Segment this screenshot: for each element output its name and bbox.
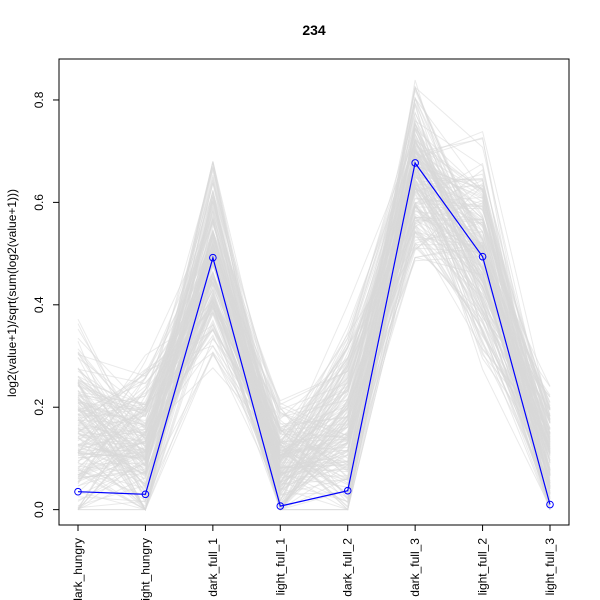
chart-title: 234 <box>302 22 326 38</box>
x-tick-label: dark_full_1 <box>206 538 220 597</box>
background-profile-line <box>77 163 551 496</box>
background-profile-line <box>77 234 551 475</box>
highlight-point <box>276 502 285 510</box>
x-tick-label: light_full_1 <box>273 538 287 596</box>
highlight-point <box>74 487 82 496</box>
y-tick-label: 0.2 <box>32 399 46 416</box>
y-tick-label: 0.4 <box>32 296 46 313</box>
background-profile-line <box>77 156 551 510</box>
background-profile-line <box>77 150 551 459</box>
x-tick-label: light_full_2 <box>476 538 490 596</box>
background-profile-line <box>77 229 551 472</box>
x-tick-label: dark_full_2 <box>341 538 355 597</box>
background-profile-line <box>77 160 551 510</box>
background-profile-line <box>77 120 551 495</box>
highlight-point <box>141 490 150 499</box>
highlight-series-group <box>74 159 554 510</box>
highlight-point <box>546 500 554 509</box>
background-profile-line <box>77 193 551 483</box>
background-profile-line <box>77 96 551 483</box>
background-profile-line <box>77 153 551 498</box>
axes-group: 0.0 0.2 0.4 0.6 0.8 dark_hungry light_hungry da… <box>32 58 570 600</box>
highlight-series-line <box>77 161 551 507</box>
background-profile-line <box>77 127 551 488</box>
background-profile-line <box>77 122 551 496</box>
background-profile-line <box>77 202 551 500</box>
x-tick-label: light_hungry <box>138 538 152 600</box>
y-tick-label: 0.6 <box>32 194 46 211</box>
x-tick-label: light_full_3 <box>543 538 557 596</box>
x-tick-label: dark_full_3 <box>408 538 422 597</box>
plot-frame <box>58 58 570 526</box>
background-profile-line <box>77 154 551 503</box>
highlight-point <box>209 253 217 262</box>
y-axis-label: log2(value+1)/sqrt(sum(log2(value+1))) <box>5 189 19 397</box>
background-profile-line <box>77 103 551 511</box>
background-profile-line <box>77 136 551 510</box>
highlight-point <box>411 159 419 167</box>
x-tick-label: dark_hungry <box>71 538 85 600</box>
background-profile-line <box>77 201 551 497</box>
background-profile-line <box>77 144 551 503</box>
background-profile-line <box>77 139 551 495</box>
background-profile-line <box>77 172 551 508</box>
y-tick-label: 0.8 <box>32 91 46 108</box>
background-series-group <box>77 79 551 512</box>
background-profile-line <box>77 177 551 511</box>
highlight-point <box>478 252 487 261</box>
background-profile-line <box>77 168 551 511</box>
highlight-point <box>343 486 352 495</box>
y-tick-label: 0.0 <box>32 501 46 518</box>
